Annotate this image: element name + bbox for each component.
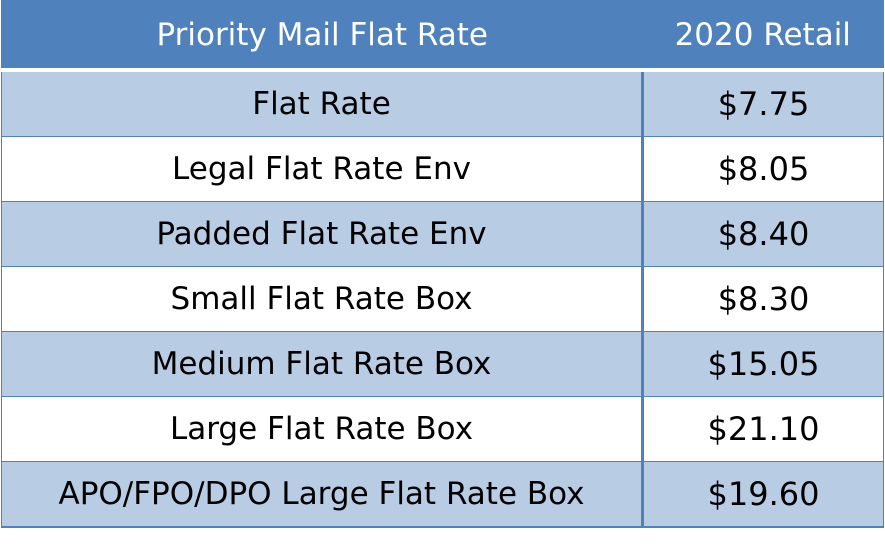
table-row: Small Flat Rate Box $8.30 [1,266,884,332]
row-item: Large Flat Rate Box [1,396,644,462]
table-header: Priority Mail Flat Rate 2020 Retail [1,0,884,72]
row-price: $8.40 [642,201,884,267]
row-price: $21.10 [642,396,884,462]
table-row: APO/FPO/DPO Large Flat Rate Box $19.60 [1,461,884,528]
table-row: Padded Flat Rate Env $8.40 [1,201,884,267]
table-row: Legal Flat Rate Env $8.05 [1,136,884,202]
row-price: $15.05 [642,331,884,397]
row-price: $7.75 [642,69,884,137]
rates-table: Priority Mail Flat Rate 2020 Retail Flat… [1,0,884,528]
header-service: Priority Mail Flat Rate [1,0,643,72]
table-row: Large Flat Rate Box $21.10 [1,396,884,462]
header-row: Priority Mail Flat Rate 2020 Retail [1,0,884,72]
row-item: Padded Flat Rate Env [1,201,644,267]
row-price: $19.60 [642,461,884,528]
table-row: Medium Flat Rate Box $15.05 [1,331,884,397]
table-row: Flat Rate $7.75 [1,69,884,137]
row-item: Flat Rate [1,69,644,137]
table-body: Flat Rate $7.75 Legal Flat Rate Env $8.0… [1,69,884,528]
header-retail-price: 2020 Retail [642,0,884,72]
row-item: APO/FPO/DPO Large Flat Rate Box [1,461,644,528]
row-price: $8.05 [642,136,884,202]
row-price: $8.30 [642,266,884,332]
row-item: Legal Flat Rate Env [1,136,644,202]
row-item: Medium Flat Rate Box [1,331,644,397]
row-item: Small Flat Rate Box [1,266,644,332]
